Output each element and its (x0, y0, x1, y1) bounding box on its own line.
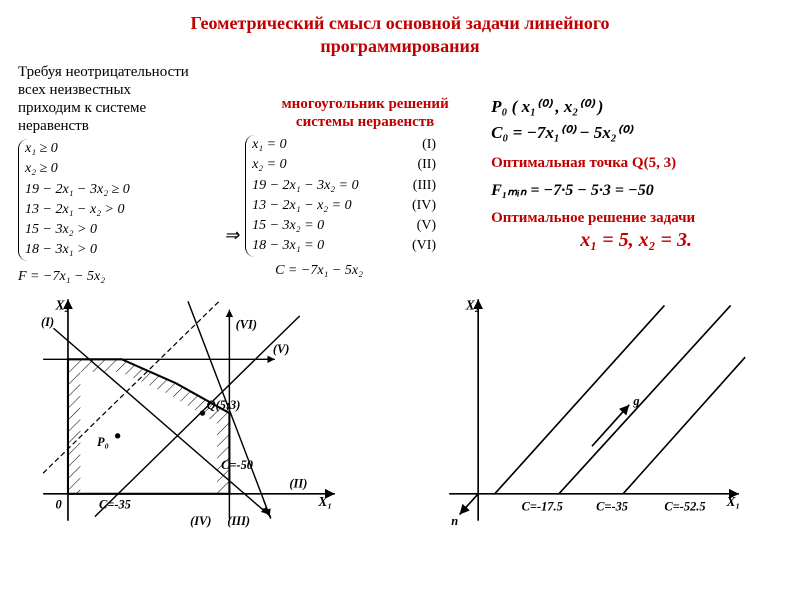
page-title: Геометрический смысл основной задачи лин… (18, 12, 782, 57)
svg-text:C=-17.5: C=-17.5 (522, 499, 563, 513)
sys2-row: 19 − 2x₁ − 3x₂ = 0(III) (252, 176, 485, 196)
p0-expr: P₀ ( x₁⁽⁰⁾ , x₂⁽⁰⁾ ) (491, 97, 781, 117)
c0-expr: C₀ = −7x₁⁽⁰⁾ − 5x₂⁽⁰⁾ (491, 123, 781, 143)
svg-text:C=-35: C=-35 (596, 499, 628, 513)
svg-text:P₀: P₀ (97, 435, 109, 449)
svg-text:(IV): (IV) (190, 514, 211, 528)
point-P0 (115, 433, 120, 438)
svg-text:(V): (V) (273, 342, 290, 356)
intro-text: Требуя неотрицательности всех неизвестны… (18, 63, 218, 135)
c-line-3 (623, 357, 745, 494)
sys1-row: 19 − 2x₁ − 3x₂ ≥ 0 (25, 180, 175, 200)
point-Q (200, 410, 205, 415)
eq: 13 − 2x₁ − x₂ = 0 (252, 196, 402, 216)
eq: x₁ = 0 (252, 135, 402, 155)
tag: (IV) (402, 196, 436, 216)
feasible-hatch (68, 359, 229, 494)
sys2-row: 18 − 3x₁ = 0(VI) (252, 236, 485, 256)
intro-l1: Требуя неотрицательности всех неизвестны… (18, 64, 189, 98)
n-vector (460, 494, 479, 515)
tag: (I) (402, 135, 436, 155)
right-system: x₁ = 0(I) x₂ = 0(II) 19 − 2x₁ − 3x₂ = 0(… (245, 135, 485, 257)
svg-text:X₁: X₁ (726, 494, 741, 509)
tag: (II) (402, 155, 436, 175)
feasible-region-graph: X₂ (I) X₁ (II) (III) (IV) (V) (VI) C=-35… (18, 291, 358, 529)
level-lines (495, 306, 745, 494)
poly-h2: системы неравенств (296, 114, 434, 130)
sys1-row: 15 − 3x₂ > 0 (25, 220, 175, 240)
right-objective: C = −7x₁ − 5x₂ (245, 261, 485, 281)
implies-arrow: ⇒ (218, 225, 245, 246)
title-l2: программирования (320, 36, 479, 56)
polygon-heading: многоугольник решений системы неравенств (245, 95, 485, 131)
eq: 15 − 3x₂ = 0 (252, 216, 402, 236)
sys2-row: 13 − 2x₁ − x₂ = 0(IV) (252, 196, 485, 216)
intro-l3: неравенств (18, 118, 89, 134)
left-objective: F = −7x₁ − 5x₂ (18, 267, 218, 287)
tag: (VI) (402, 236, 436, 256)
optimum-values: x₁ = 5, x₂ = 3. (491, 229, 781, 252)
tag: (III) (402, 176, 436, 196)
f1min-expr: F₁ₘᵢₙ = −7·5 − 5·3 = −50 (491, 180, 781, 200)
svg-text:C=-50: C=-50 (221, 458, 253, 472)
sys2-row: x₁ = 0(I) (252, 135, 485, 155)
eq: 18 − 3x₁ = 0 (252, 236, 402, 256)
optimum-point: Оптимальная точка Q(5, 3) (491, 155, 781, 172)
sys1-row: x₁ ≥ 0 (25, 139, 175, 159)
svg-text:(II): (II) (289, 477, 307, 491)
poly-h1: многоугольник решений (281, 96, 448, 112)
svg-text:(III): (III) (227, 514, 250, 528)
svg-text:X₂: X₂ (55, 298, 70, 313)
sys1-row: x₂ ≥ 0 (25, 159, 175, 179)
tag: (V) (402, 216, 436, 236)
sys2-row: 15 − 3x₂ = 0(V) (252, 216, 485, 236)
sys2-row: x₂ = 0(II) (252, 155, 485, 175)
g-vector (592, 405, 629, 446)
direction-arrows (229, 310, 275, 517)
left-system: x₁ ≥ 0 x₂ ≥ 0 19 − 2x₁ − 3x₂ ≥ 0 13 − 2x… (18, 139, 175, 261)
eq: 19 − 2x₁ − 3x₂ = 0 (252, 176, 402, 196)
intro-l2: приходим к системе (18, 100, 146, 116)
svg-text:X₂: X₂ (465, 298, 480, 313)
c-line-2 (559, 306, 731, 494)
sys1-row: 18 − 3x₁ > 0 (25, 240, 175, 260)
svg-text:C=-52.5: C=-52.5 (664, 499, 705, 513)
svg-text:Q(5;3): Q(5;3) (207, 398, 241, 412)
svg-text:g: g (632, 394, 639, 408)
svg-text:0: 0 (56, 497, 62, 511)
level-lines-graph: X₂ X₁ g n C=-17.5 C=-35 C=-52.5 (402, 291, 782, 529)
svg-text:(VI): (VI) (236, 317, 257, 331)
eq: x₂ = 0 (252, 155, 402, 175)
line-C50 (95, 316, 300, 517)
svg-text:n: n (451, 514, 458, 528)
optimum-solution-h: Оптимальное решение задачи (491, 210, 781, 227)
title-l1: Геометрический смысл основной задачи лин… (190, 13, 609, 33)
svg-text:(I): (I) (41, 315, 54, 329)
svg-text:C=-35: C=-35 (99, 497, 131, 511)
sys1-row: 13 − 2x₁ − x₂ > 0 (25, 200, 175, 220)
svg-text:X₁: X₁ (317, 494, 332, 509)
